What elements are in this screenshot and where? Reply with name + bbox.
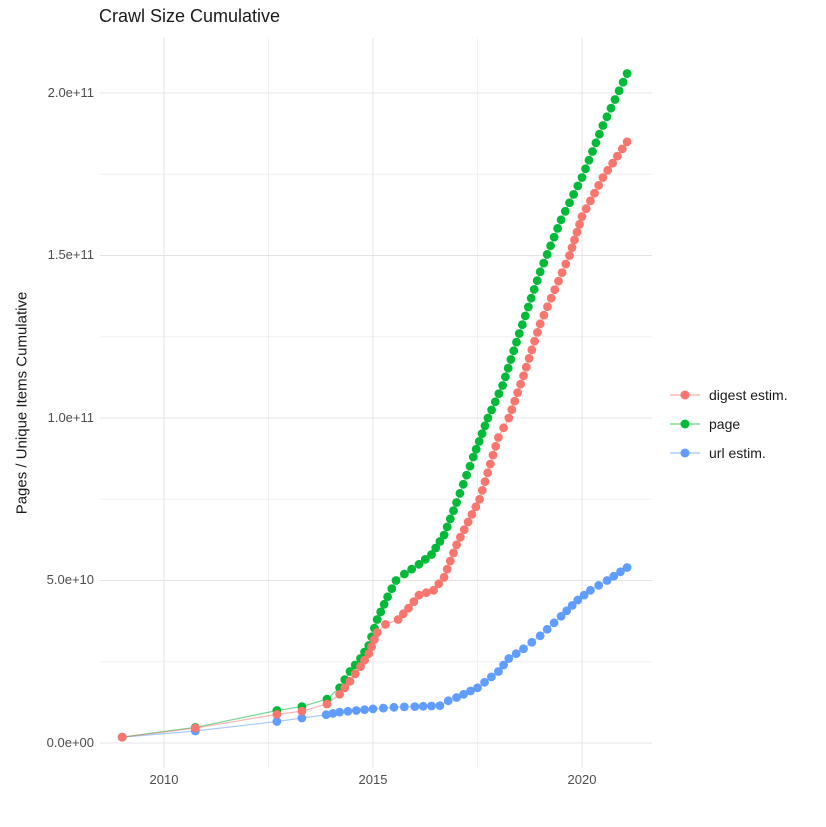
legend-item-url: url estim. xyxy=(668,438,788,467)
y-axis-title: Pages / Unique Items Cumulative xyxy=(13,291,31,515)
y-tick-label-3: 1.5e+11 xyxy=(47,247,94,262)
legend: digest estim. page url estim. xyxy=(668,380,788,467)
x-tick-label-2010: 2010 xyxy=(149,772,179,787)
legend-label: page xyxy=(709,415,741,432)
legend-key-dot-icon xyxy=(670,390,700,399)
chart-title: Crawl Size Cumulative xyxy=(99,6,281,26)
legend-item-page: page xyxy=(668,409,788,438)
x-tick-label-2015: 2015 xyxy=(358,772,388,787)
y-tick-label-4: 2.0e+11 xyxy=(47,85,94,100)
legend-key-dot-icon xyxy=(670,448,700,457)
y-tick-label-2: 1.0e+11 xyxy=(47,410,94,425)
x-tick-label-2020: 2020 xyxy=(567,772,597,787)
y-tick-label-0: 0.0e+00 xyxy=(46,735,94,750)
y-tick-label-1: 5.0e+10 xyxy=(46,572,94,587)
legend-label: url estim. xyxy=(709,444,766,461)
series-url estim. xyxy=(117,563,632,742)
legend-label: digest estim. xyxy=(709,386,788,403)
legend-item-digest: digest estim. xyxy=(668,380,788,409)
legend-key-dot-icon xyxy=(670,419,700,428)
series-page xyxy=(117,69,632,742)
series-digest estim. xyxy=(117,137,632,742)
